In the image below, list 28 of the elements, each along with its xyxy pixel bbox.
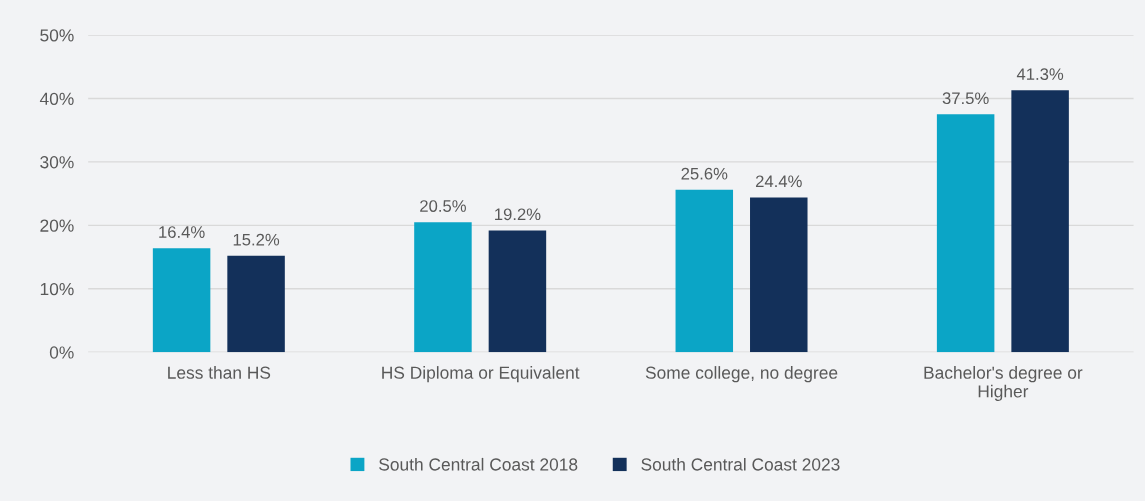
data-label: 37.5% (942, 92, 989, 105)
y-tick-label: 10% (40, 282, 74, 296)
legend-label: South Central Coast 2023 (641, 457, 840, 471)
bar (936, 114, 995, 353)
x-tick-label: Bachelor's degree or Higher (924, 366, 1083, 401)
bar (227, 255, 285, 353)
y-tick-label: 0% (49, 346, 74, 359)
legend-label: South Central Coast 2018 (379, 457, 578, 471)
bar (488, 230, 547, 353)
y-tick-label: 20% (40, 219, 74, 232)
x-tick-label: HS Diploma or Equivalent (382, 366, 580, 383)
x-tick-label: Some college, no degree (645, 366, 838, 383)
bar (1011, 90, 1069, 353)
bar (414, 222, 472, 353)
y-tick-label: 40% (39, 92, 74, 105)
data-label: 15.2% (233, 233, 280, 246)
y-tick-label: 50% (40, 29, 74, 42)
data-label: 25.6% (681, 167, 728, 180)
bar (675, 189, 734, 353)
x-tick-label: Less than HS (168, 366, 271, 379)
data-label: 24.4% (755, 175, 802, 188)
data-label: 41.3% (1016, 68, 1064, 81)
data-label: 19.2% (495, 208, 541, 221)
data-label: 16.4% (159, 226, 205, 238)
bar (152, 248, 211, 353)
bar (750, 197, 808, 353)
y-tick-label: 30% (40, 156, 74, 169)
data-label: 20.5% (420, 200, 466, 212)
